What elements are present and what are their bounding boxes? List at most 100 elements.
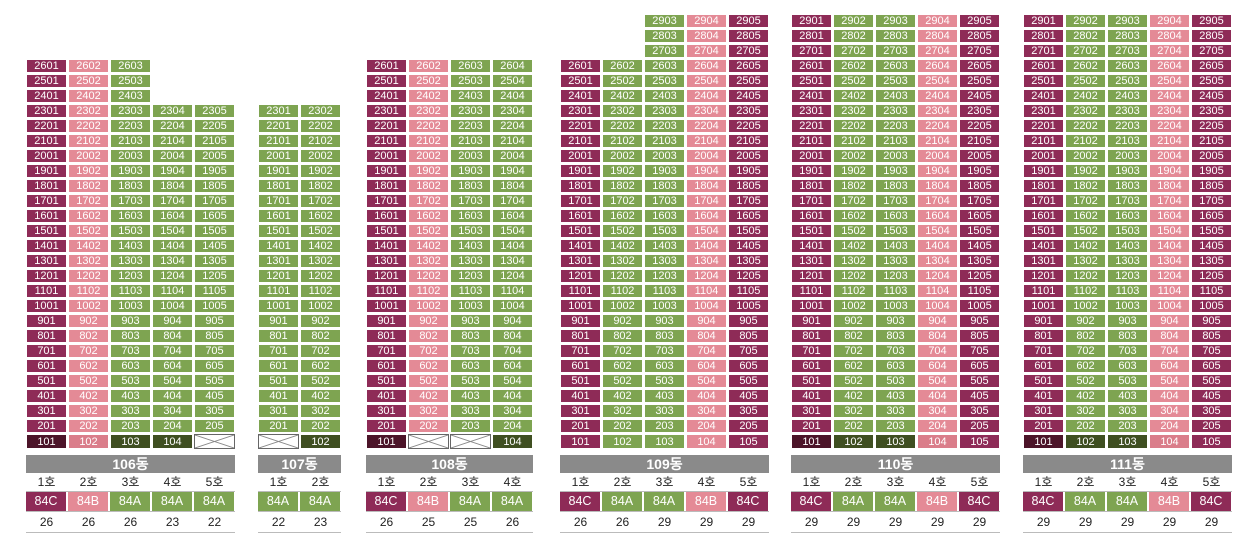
unit-cell[interactable]: 1801 xyxy=(258,179,299,193)
unit-cell[interactable]: 2003 xyxy=(644,149,685,163)
unit-cell[interactable]: 1603 xyxy=(450,209,491,223)
unit-cell[interactable]: 1502 xyxy=(833,224,874,238)
unit-cell[interactable]: 703 xyxy=(1107,344,1148,358)
unit-cell[interactable]: 1704 xyxy=(1149,194,1190,208)
unit-cell[interactable]: 305 xyxy=(1191,404,1232,418)
unit-cell[interactable]: 803 xyxy=(110,329,151,343)
ground-unit-cell[interactable]: 104 xyxy=(917,434,958,449)
unit-cell[interactable]: 1604 xyxy=(1149,209,1190,223)
unit-cell[interactable]: 2501 xyxy=(366,74,407,88)
unit-cell[interactable]: 2005 xyxy=(194,149,235,163)
unit-cell[interactable]: 2503 xyxy=(1107,74,1148,88)
unit-cell[interactable]: 604 xyxy=(152,359,193,373)
unit-cell[interactable]: 2302 xyxy=(833,104,874,118)
unit-cell[interactable]: 1202 xyxy=(300,269,341,283)
unit-cell[interactable]: 804 xyxy=(152,329,193,343)
unit-cell[interactable]: 901 xyxy=(366,314,407,328)
unit-cell[interactable]: 404 xyxy=(686,389,727,403)
unit-cell[interactable]: 2302 xyxy=(408,104,449,118)
unit-cell[interactable]: 1102 xyxy=(1065,284,1106,298)
unit-cell[interactable]: 2603 xyxy=(450,59,491,73)
unit-cell[interactable]: 502 xyxy=(300,374,341,388)
unit-cell[interactable]: 1104 xyxy=(686,284,727,298)
unit-cell[interactable]: 501 xyxy=(26,374,67,388)
unit-cell[interactable]: 1304 xyxy=(917,254,958,268)
unit-cell[interactable]: 1701 xyxy=(26,194,67,208)
unit-cell[interactable]: 1001 xyxy=(1023,299,1064,313)
unit-cell[interactable]: 1802 xyxy=(408,179,449,193)
unit-cell[interactable]: 1404 xyxy=(492,239,533,253)
unit-cell[interactable]: 901 xyxy=(258,314,299,328)
unit-cell[interactable]: 2002 xyxy=(68,149,109,163)
unit-cell[interactable]: 2105 xyxy=(959,134,1000,148)
unit-cell[interactable]: 2803 xyxy=(1107,29,1148,43)
unit-cell[interactable]: 1301 xyxy=(560,254,601,268)
unit-cell[interactable]: 1505 xyxy=(1191,224,1232,238)
unit-cell[interactable]: 503 xyxy=(110,374,151,388)
unit-cell[interactable]: 1403 xyxy=(450,239,491,253)
unit-cell[interactable]: 2301 xyxy=(791,104,832,118)
unit-cell[interactable]: 1105 xyxy=(1191,284,1232,298)
unit-cell[interactable]: 1505 xyxy=(728,224,769,238)
unit-cell[interactable]: 1905 xyxy=(728,164,769,178)
unit-cell[interactable]: 1202 xyxy=(602,269,643,283)
unit-cell[interactable]: 1801 xyxy=(26,179,67,193)
unit-cell[interactable]: 2605 xyxy=(959,59,1000,73)
unit-cell[interactable]: 1803 xyxy=(875,179,916,193)
unit-cell[interactable]: 1003 xyxy=(644,299,685,313)
unit-cell[interactable]: 701 xyxy=(258,344,299,358)
unit-cell[interactable]: 2201 xyxy=(26,119,67,133)
unit-cell[interactable]: 502 xyxy=(833,374,874,388)
unit-cell[interactable]: 805 xyxy=(959,329,1000,343)
unit-cell[interactable]: 2903 xyxy=(644,14,685,28)
unit-cell[interactable]: 1802 xyxy=(602,179,643,193)
unit-cell[interactable]: 901 xyxy=(560,314,601,328)
unit-cell[interactable]: 1305 xyxy=(728,254,769,268)
unit-cell[interactable]: 903 xyxy=(644,314,685,328)
unit-cell[interactable]: 605 xyxy=(959,359,1000,373)
unit-cell[interactable]: 1802 xyxy=(833,179,874,193)
unit-cell[interactable]: 1802 xyxy=(1065,179,1106,193)
unit-cell[interactable]: 1705 xyxy=(728,194,769,208)
unit-cell[interactable]: 705 xyxy=(728,344,769,358)
unit-cell[interactable]: 1203 xyxy=(1107,269,1148,283)
unit-cell[interactable]: 2502 xyxy=(602,74,643,88)
unit-cell[interactable]: 2003 xyxy=(875,149,916,163)
unit-cell[interactable]: 2201 xyxy=(560,119,601,133)
unit-cell[interactable]: 304 xyxy=(686,404,727,418)
unit-cell[interactable]: 301 xyxy=(26,404,67,418)
unit-cell[interactable]: 2304 xyxy=(492,104,533,118)
unit-cell[interactable]: 2701 xyxy=(1023,44,1064,58)
unit-cell[interactable]: 1404 xyxy=(1149,239,1190,253)
unit-cell[interactable]: 2101 xyxy=(26,134,67,148)
unit-cell[interactable]: 1005 xyxy=(1191,299,1232,313)
ground-unit-cell[interactable]: 104 xyxy=(686,434,727,449)
unit-cell[interactable]: 1702 xyxy=(300,194,341,208)
unit-cell[interactable]: 203 xyxy=(644,419,685,433)
unit-cell[interactable]: 702 xyxy=(833,344,874,358)
unit-cell[interactable]: 2001 xyxy=(560,149,601,163)
unit-cell[interactable]: 2601 xyxy=(1023,59,1064,73)
unit-cell[interactable]: 1901 xyxy=(26,164,67,178)
unit-cell[interactable]: 1403 xyxy=(644,239,685,253)
unit-cell[interactable]: 804 xyxy=(492,329,533,343)
unit-cell[interactable]: 2602 xyxy=(1065,59,1106,73)
unit-cell[interactable]: 902 xyxy=(300,314,341,328)
unit-cell[interactable]: 1804 xyxy=(686,179,727,193)
unit-cell[interactable]: 1703 xyxy=(450,194,491,208)
unit-cell[interactable]: 201 xyxy=(1023,419,1064,433)
unit-cell[interactable]: 201 xyxy=(26,419,67,433)
unit-cell[interactable]: 2801 xyxy=(791,29,832,43)
unit-cell[interactable]: 2101 xyxy=(1023,134,1064,148)
unit-cell[interactable]: 1101 xyxy=(1023,284,1064,298)
unit-cell[interactable]: 1703 xyxy=(644,194,685,208)
unit-cell[interactable]: 2005 xyxy=(1191,149,1232,163)
unit-cell[interactable]: 1602 xyxy=(408,209,449,223)
unit-cell[interactable]: 2101 xyxy=(560,134,601,148)
unit-cell[interactable]: 2902 xyxy=(1065,14,1106,28)
ground-unit-cell[interactable]: 103 xyxy=(875,434,916,449)
unit-cell[interactable]: 1704 xyxy=(917,194,958,208)
unit-cell[interactable]: 904 xyxy=(492,314,533,328)
unit-cell[interactable]: 1101 xyxy=(791,284,832,298)
unit-cell[interactable]: 2201 xyxy=(791,119,832,133)
